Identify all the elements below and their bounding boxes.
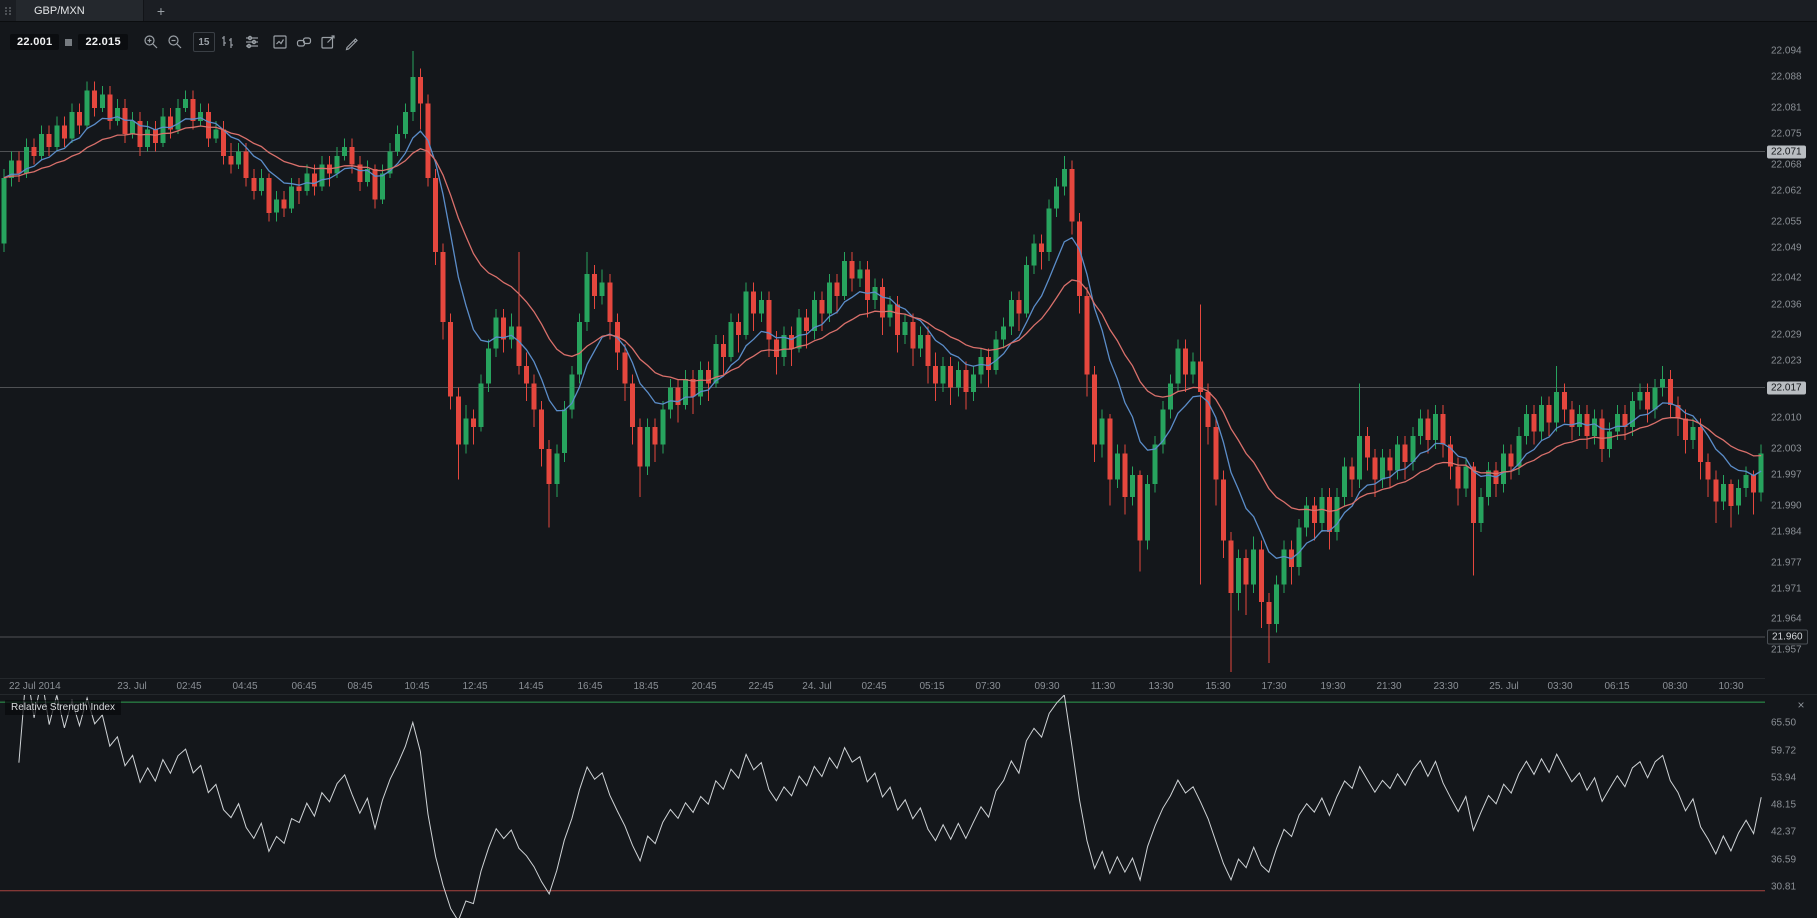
price-axis-label: 22.049 [1771, 242, 1802, 254]
price-level-badge: 22.071 [1767, 145, 1806, 159]
price-axis-label: 22.036 [1771, 299, 1802, 311]
zoom-out-button[interactable] [165, 32, 186, 52]
time-axis-label: 23. Jul [117, 681, 147, 692]
price-axis-label: 22.055 [1771, 216, 1802, 227]
rsi-axis-label: 59.72 [1771, 745, 1797, 757]
time-axis-label: 04:45 [232, 681, 258, 692]
time-axis-label: 18:45 [633, 681, 659, 692]
bar-chart-button[interactable] [218, 32, 239, 52]
time-axis-label: 20:45 [691, 681, 717, 692]
price-axis-label: 22.042 [1771, 272, 1802, 284]
time-axis-label: 05:15 [919, 681, 945, 692]
price-axis-label: 22.003 [1771, 443, 1802, 455]
time-axis-label: 10:30 [1718, 681, 1744, 692]
time-axis-label: 22:45 [748, 681, 774, 692]
price-axis: 22.094 22.088 22.081 22.075 22.068 22.062 22.0… [1765, 23, 1817, 678]
spread-indicator [65, 38, 73, 46]
zoom-in-button[interactable] [141, 32, 162, 52]
time-axis-label: 13:30 [1148, 681, 1174, 692]
rsi-axis-label: 65.50 [1771, 717, 1797, 729]
rsi-title: Relative Strength Index [5, 700, 121, 715]
price-axis-label: 22.088 [1771, 71, 1802, 83]
time-axis-label: 25. Jul [1489, 681, 1519, 692]
price-axis-label: 22.068 [1771, 159, 1802, 171]
time-axis-label: 08:30 [1662, 681, 1688, 692]
time-axis-label: 16:45 [577, 681, 603, 692]
price-axis-label: 22.094 [1771, 45, 1802, 57]
time-axis-label: 17:30 [1261, 681, 1287, 692]
price-axis-label: 22.081 [1771, 102, 1802, 114]
rsi-axis-label: 48.15 [1771, 799, 1797, 811]
time-axis-label: 11:30 [1090, 681, 1116, 692]
bid-price-button[interactable]: 22.001 [10, 34, 60, 50]
chart-type-button[interactable] [270, 32, 291, 52]
main-chart[interactable] [0, 23, 1765, 678]
time-axis-label: 24. Jul [802, 681, 832, 692]
edit-button[interactable] [318, 32, 339, 52]
link-button[interactable] [294, 32, 315, 52]
price-axis-label: 22.075 [1771, 128, 1802, 140]
rsi-axis-label: 42.37 [1771, 826, 1797, 838]
price-axis-label: 22.029 [1771, 329, 1802, 341]
indicators-button[interactable] [242, 32, 263, 52]
price-axis-label: 22.023 [1771, 355, 1802, 367]
toolbar-group: 15 [192, 32, 263, 52]
time-axis-label: 06:45 [291, 681, 317, 692]
time-axis-label: 03:30 [1547, 681, 1573, 692]
time-axis-label: 14:45 [518, 681, 544, 692]
toolbar-group [141, 32, 186, 52]
toolbar-buttons: 15 [134, 32, 363, 52]
toolbar-group [270, 32, 363, 52]
rsi-axis-label: 30.81 [1771, 881, 1797, 893]
chart-toolbar: 22.001 22.015 15 [10, 32, 363, 52]
rsi-axis-label: 36.59 [1771, 854, 1797, 866]
time-axis-label: 12:45 [462, 681, 488, 692]
price-axis-label: 22.062 [1771, 185, 1802, 197]
price-level-badge: 21.960 [1767, 629, 1808, 645]
time-axis-label: 23:30 [1433, 681, 1459, 692]
tab-bar: GBP/MXN + [0, 0, 1817, 22]
chart-region: 22.001 22.015 15 22.094 22.088 22.081 22.07… [0, 23, 1817, 694]
price-axis-label: 22.010 [1771, 412, 1802, 424]
time-axis-label: 15:30 [1205, 681, 1231, 692]
time-axis-label: 02:45 [176, 681, 202, 692]
time-axis-label: 10:45 [404, 681, 430, 692]
rsi-close-button[interactable]: × [1797, 698, 1805, 712]
time-axis-label: 19:30 [1320, 681, 1346, 692]
window-handle-icon [0, 0, 16, 21]
tab-gbpmxn[interactable]: GBP/MXN [16, 0, 144, 21]
time-axis-label: 07:30 [975, 681, 1001, 692]
price-axis-label: 21.971 [1771, 583, 1802, 595]
timeframe-button[interactable]: 15 [192, 32, 215, 52]
time-axis-label: 06:15 [1604, 681, 1630, 692]
rsi-axis: 65.50 59.72 53.94 48.15 42.37 36.59 30.81 [1765, 695, 1817, 918]
time-axis: 22 Jul 2014 23. Jul 02:45 04:45 06:45 08:45 10… [0, 678, 1765, 694]
price-axis-label: 21.990 [1771, 500, 1802, 512]
draw-button[interactable] [342, 32, 363, 52]
price-axis-label: 21.997 [1771, 469, 1802, 481]
time-axis-label: 02:45 [861, 681, 887, 692]
time-axis-label: 22 Jul 2014 [9, 681, 61, 692]
price-level-badge: 22.017 [1767, 381, 1806, 395]
time-axis-label: 21:30 [1376, 681, 1402, 692]
rsi-panel: Relative Strength Index × 65.50 59.72 53.9… [0, 694, 1817, 918]
ask-price-button[interactable]: 22.015 [78, 34, 128, 50]
rsi-axis-label: 53.94 [1771, 772, 1797, 784]
time-axis-label: 09:30 [1034, 681, 1060, 692]
price-axis-label: 21.984 [1771, 526, 1802, 538]
rsi-chart[interactable] [0, 695, 1765, 918]
price-axis-label: 21.964 [1771, 613, 1802, 625]
time-axis-label: 08:45 [347, 681, 373, 692]
tab-label: GBP/MXN [34, 4, 85, 17]
price-axis-label: 21.977 [1771, 557, 1802, 569]
add-tab-button[interactable]: + [156, 2, 166, 19]
price-axis-label: 21.957 [1771, 644, 1802, 656]
